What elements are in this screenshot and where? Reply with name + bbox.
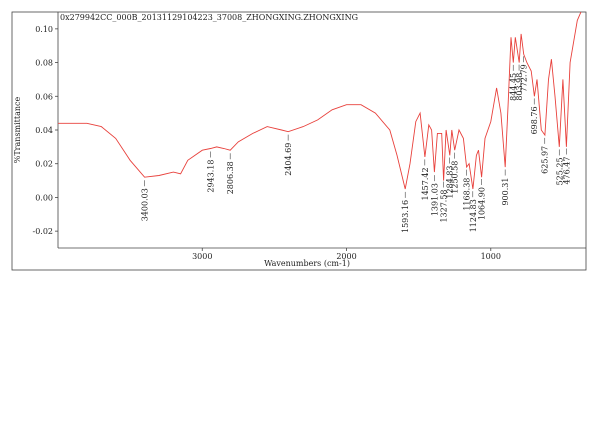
- peak-label: 1124.83: [469, 199, 478, 232]
- peak-label: 803.98: [515, 73, 524, 101]
- peak-label: 844.45: [509, 73, 518, 101]
- spectrum-line: [58, 12, 582, 190]
- peak-label: 3400.03: [141, 188, 150, 221]
- chart-title: 0x279942CC_000B_20131129104223_37008_ZHO…: [60, 13, 358, 22]
- y-tick-label: -0.02: [32, 227, 53, 236]
- x-tick-label: 3000: [192, 252, 212, 261]
- y-axis-label: %Transmittance: [13, 96, 22, 163]
- frame: [11, 11, 587, 271]
- x-tick-label: 1000: [481, 252, 501, 261]
- peak-label: 900.31: [501, 178, 510, 206]
- peak-label: 1250.58: [451, 161, 460, 194]
- peak-label: 1327.58: [440, 189, 449, 222]
- y-tick-label: 0.00: [35, 193, 53, 202]
- peak-label: 2404.69: [284, 143, 293, 176]
- peak-label: 2943.18: [206, 160, 215, 193]
- peak-label: 625.97: [541, 146, 550, 174]
- peak-label: 1284.83: [446, 165, 455, 198]
- y-tick-label: 0.06: [35, 92, 53, 101]
- y-tick-label: 0.02: [35, 160, 53, 169]
- peak-label: 1593.16: [401, 200, 410, 233]
- y-tick-label: 0.04: [35, 126, 53, 135]
- peak-label: 772.79: [520, 64, 529, 92]
- y-tick-label: 0.08: [35, 59, 53, 68]
- peak-label: 2806.38: [226, 161, 235, 194]
- peak-label: 1457.42: [421, 167, 430, 200]
- peak-label: 698.76: [530, 106, 539, 134]
- peak-label: 525.25: [555, 157, 564, 185]
- peak-label: 1391.03: [430, 183, 439, 216]
- peak-label: 1168.38: [462, 178, 471, 211]
- x-tick-label: 2000: [336, 252, 356, 261]
- peak-label: 1064.90: [477, 187, 486, 220]
- peak-label: 476.47: [562, 157, 571, 185]
- x-axis-label: Wavenumbers (cm-1): [264, 259, 350, 268]
- y-tick-label: 0.10: [35, 25, 53, 34]
